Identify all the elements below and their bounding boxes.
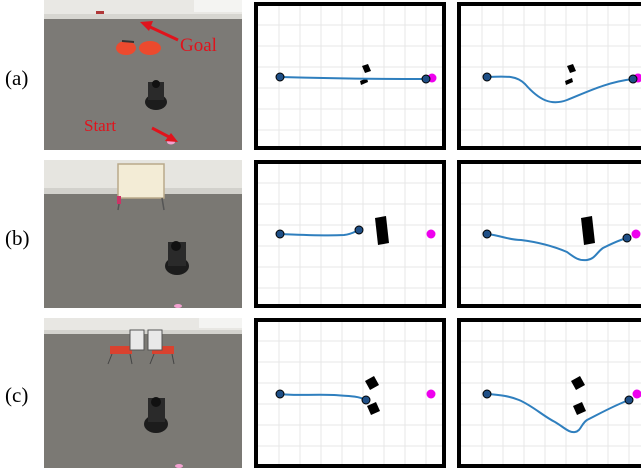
row-label-a: (a) bbox=[5, 66, 29, 90]
goal-marker bbox=[426, 229, 436, 239]
obstacle bbox=[571, 376, 585, 390]
robot-trajectory bbox=[486, 233, 628, 262]
trajectory-panel-c-left bbox=[254, 318, 446, 468]
obstacle bbox=[360, 78, 368, 85]
trajectory-panel-c-right bbox=[457, 318, 641, 468]
end-marker bbox=[421, 74, 431, 84]
obstacle bbox=[573, 402, 586, 415]
robot-trajectory bbox=[279, 229, 360, 237]
goal-annotation: Goal bbox=[180, 35, 217, 56]
start-marker bbox=[482, 72, 492, 82]
obstacle bbox=[367, 402, 380, 415]
start-marker bbox=[482, 229, 492, 239]
start-marker bbox=[275, 389, 285, 399]
start-marker bbox=[482, 389, 492, 399]
obstacle bbox=[362, 64, 371, 73]
robot-trajectory bbox=[486, 393, 630, 434]
obstacle bbox=[567, 64, 576, 73]
obstacle bbox=[375, 216, 389, 245]
end-marker bbox=[624, 395, 634, 405]
end-marker bbox=[354, 225, 364, 235]
photo-robot-scene-c bbox=[44, 318, 242, 468]
row-label-b: (b) bbox=[5, 226, 30, 250]
end-marker bbox=[361, 395, 371, 405]
start-marker bbox=[275, 72, 285, 82]
photo-robot-scene-a: Goal Start bbox=[44, 0, 242, 150]
start-marker bbox=[275, 229, 285, 239]
end-marker bbox=[628, 74, 638, 84]
photo-robot-scene-b bbox=[44, 160, 242, 308]
robot-trajectory bbox=[279, 76, 427, 80]
row-label-c: (c) bbox=[5, 383, 29, 407]
trajectory-panel-a-left bbox=[254, 2, 446, 150]
robot-trajectory bbox=[486, 75, 634, 104]
end-marker bbox=[622, 233, 632, 243]
trajectory-panel-b-left bbox=[254, 160, 446, 308]
trajectory-panel-b-right bbox=[457, 160, 641, 308]
obstacle bbox=[365, 376, 379, 390]
start-annotation: Start bbox=[84, 116, 116, 135]
goal-marker bbox=[631, 229, 641, 239]
trajectory-panel-a-right bbox=[457, 2, 641, 150]
obstacle bbox=[565, 78, 573, 85]
robot-trajectory bbox=[279, 393, 367, 401]
obstacle bbox=[581, 216, 595, 245]
goal-marker bbox=[632, 389, 641, 399]
goal-marker bbox=[426, 389, 436, 399]
